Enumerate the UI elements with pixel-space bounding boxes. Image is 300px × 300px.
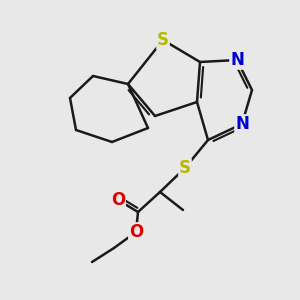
Text: N: N	[235, 115, 249, 133]
Text: O: O	[129, 223, 143, 241]
Text: N: N	[230, 51, 244, 69]
Text: O: O	[111, 191, 125, 209]
Text: S: S	[157, 31, 169, 49]
Text: S: S	[179, 159, 191, 177]
